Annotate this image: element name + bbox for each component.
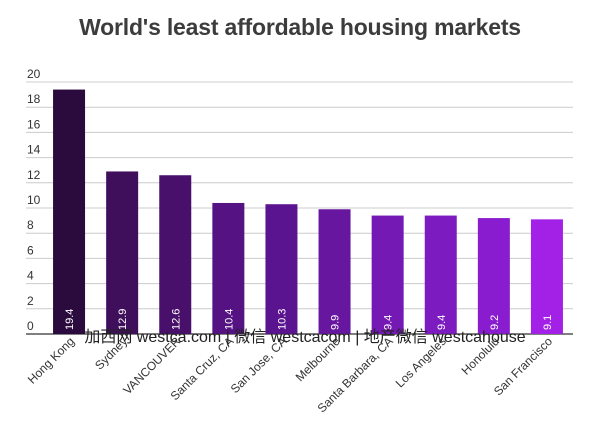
data-label: 10.4 xyxy=(223,309,235,330)
y-tick-label: 2 xyxy=(27,294,34,308)
x-tick-label: Hong Kong xyxy=(25,334,77,386)
y-tick-label: 16 xyxy=(27,117,41,131)
y-tick-label: 14 xyxy=(27,143,41,157)
data-label: 19.4 xyxy=(64,309,76,330)
y-tick-label: 12 xyxy=(27,168,41,182)
y-tick-label: 6 xyxy=(27,243,34,257)
bar xyxy=(530,219,563,334)
data-label: 9.9 xyxy=(330,315,342,330)
bar xyxy=(159,175,192,334)
y-axis-ticks: 0 2 4 6 8 10 12 14 16 18 20 xyxy=(27,67,41,333)
bar xyxy=(53,89,86,334)
watermark: 加西网 westca.com | 微信 westcacom | 地产微信 wes… xyxy=(84,328,525,346)
watermark-text: 加西网 westca.com | 微信 westcacom | 地产微信 wes… xyxy=(84,328,525,346)
y-tick-label: 10 xyxy=(27,193,41,207)
data-labels: 19.4 12.9 12.6 10.4 10.3 9.9 9.4 9.4 9.2 9.1 xyxy=(64,309,554,330)
data-label: 9.4 xyxy=(383,315,395,330)
data-label: 12.9 xyxy=(117,309,129,330)
bar xyxy=(477,218,510,334)
y-tick-label: 18 xyxy=(27,92,41,106)
data-label: 9.1 xyxy=(542,315,554,330)
bar xyxy=(318,209,351,334)
bar xyxy=(371,215,404,334)
bar xyxy=(265,204,298,334)
y-tick-label: 8 xyxy=(27,218,34,232)
bar xyxy=(106,171,139,334)
y-tick-label: 4 xyxy=(27,269,34,283)
chart-title: World's least affordable housing markets xyxy=(79,14,521,40)
bar xyxy=(424,215,457,334)
bars xyxy=(53,89,563,334)
data-label: 9.4 xyxy=(436,315,448,330)
data-label: 9.2 xyxy=(489,315,501,330)
y-tick-label: 20 xyxy=(27,67,41,81)
data-label: 10.3 xyxy=(276,309,288,330)
data-label: 12.6 xyxy=(170,309,182,330)
y-tick-label: 0 xyxy=(27,319,34,333)
bar xyxy=(212,202,245,334)
